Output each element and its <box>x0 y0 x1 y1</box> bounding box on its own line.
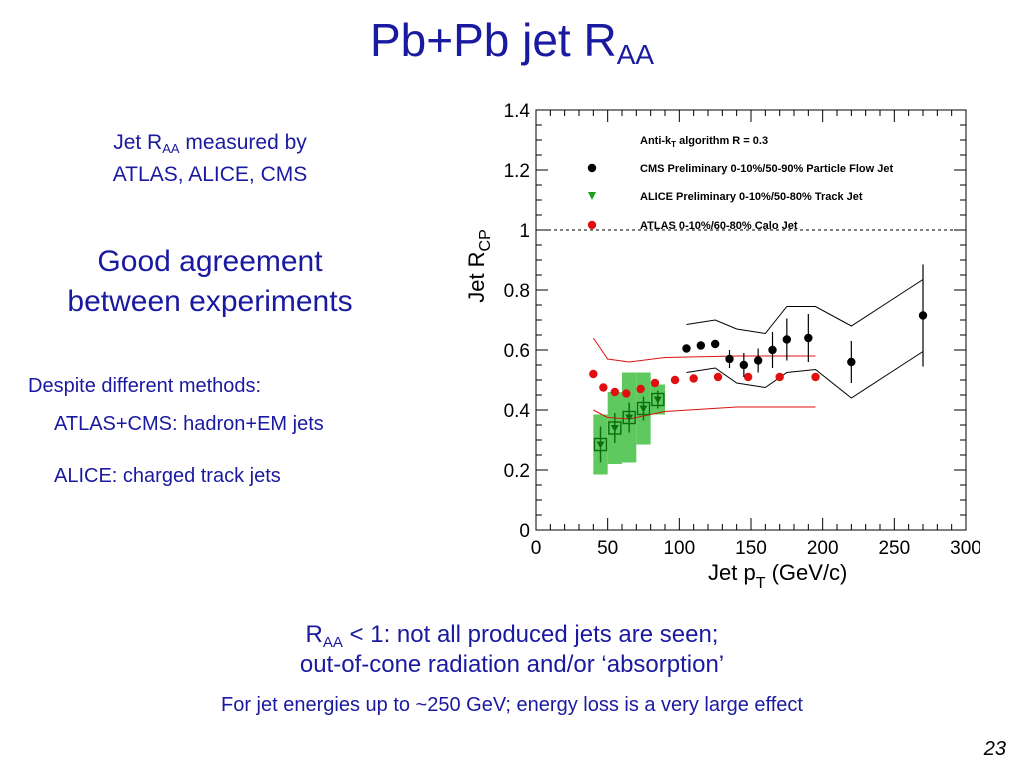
x-tick-label: 50 <box>597 538 618 559</box>
slide-title: Pb+Pb jet RAA <box>369 14 655 70</box>
legend-label-0: CMS Preliminary 0-10%/50-90% Particle Fl… <box>640 163 893 175</box>
cms-point <box>768 345 777 355</box>
y-tick-label: 0.2 <box>504 461 530 482</box>
alice-point <box>596 441 605 449</box>
atlas-point <box>599 383 608 392</box>
atlas-point <box>636 384 645 394</box>
out-of-cone-statement: out-of-cone radiation and/or ‘absorption… <box>299 651 725 678</box>
legend-label-1: ALICE Preliminary 0-10%/50-80% Track Jet <box>640 191 863 203</box>
y-axis-title-sub: CP <box>477 229 494 251</box>
cms-point <box>710 339 720 349</box>
y-tick-label: 0.4 <box>504 401 531 422</box>
cms-point <box>847 357 856 367</box>
atlas-point <box>622 389 631 398</box>
cms-band-upper <box>686 279 924 335</box>
x-tick-label: 300 <box>950 538 980 559</box>
cms-point <box>804 333 813 343</box>
y-tick-label: 1 <box>519 221 530 242</box>
legend-marker-0 <box>587 163 597 173</box>
x-tick-label: 150 <box>735 538 767 559</box>
alice-text: ALICE: charged track jets <box>54 465 281 487</box>
measured-by-text: Jet RAA measured by ATLAS, ALICE, CMS <box>112 131 308 186</box>
energy-loss-statement: For jet energies up to ~250 GeV; energy … <box>221 694 803 716</box>
legend-header-post: algorithm R = 0.3 <box>676 135 768 147</box>
atlas-point <box>743 372 753 382</box>
y-tick-label: 0.6 <box>504 341 530 362</box>
jet-rcp-chart: 0 50 100 150 200 250 300 0 0.2 0.4 0.6 0.8 1 1.2 1.4 Je… <box>464 101 980 592</box>
page-number: 23 <box>983 738 1006 760</box>
alice-point <box>653 396 662 404</box>
cms-point <box>682 344 691 353</box>
atlas-point <box>713 372 723 382</box>
agreement-text: Good agreement between experiments <box>67 245 353 318</box>
legend-marker-1 <box>588 192 596 200</box>
x-axis-title: Jet pT (GeV/c) <box>708 560 847 592</box>
x-axis-title-post: (GeV/c) <box>765 560 847 585</box>
x-axis-title-sub: T <box>756 575 766 592</box>
atlas-point <box>650 378 660 388</box>
x-tick-label: 250 <box>878 538 910 559</box>
atlas-cms-text: ATLAS+CMS: hadron+EM jets <box>54 413 324 435</box>
alice-point <box>625 414 634 422</box>
x-axis-title-main: Jet p <box>708 560 756 585</box>
atlas-point <box>610 387 620 397</box>
cms-point <box>753 356 763 365</box>
atlas-point <box>589 369 598 379</box>
legend-header-sub: T <box>671 140 676 149</box>
y-tick-label: 0 <box>519 521 530 542</box>
legend-marker-2 <box>587 220 597 230</box>
y-tick-label: 1.4 <box>504 101 531 122</box>
alice-point <box>610 425 619 432</box>
legend-header-main: Anti-k <box>640 135 672 147</box>
cms-point <box>725 354 734 364</box>
atlas-point <box>811 372 820 382</box>
x-tick-label: 0 <box>531 538 542 559</box>
x-tick-label: 200 <box>807 538 839 559</box>
atlas-point <box>689 374 698 383</box>
raa-statement: RAA < 1: not all produced jets are seen; <box>305 621 719 651</box>
y-axis-title-main: Jet R <box>464 251 489 302</box>
cms-point <box>739 360 749 370</box>
y-tick-label: 1.2 <box>504 161 530 182</box>
y-axis-title: Jet RCP <box>464 229 494 303</box>
cms-band-lower <box>686 351 924 399</box>
atlas-point <box>775 372 784 382</box>
cms-point <box>782 335 792 344</box>
alice-point <box>639 405 648 413</box>
atlas-band-lower <box>593 406 816 420</box>
legend-header: Anti-kT algorithm R = 0.3 <box>640 135 768 149</box>
x-tick-label: 100 <box>663 538 695 559</box>
atlas-point <box>670 375 680 385</box>
legend-label-2: ATLAS 0-10%/60-80% Calo Jet <box>640 220 798 232</box>
despite-text: Despite different methods: <box>28 375 262 397</box>
cms-point <box>918 311 928 320</box>
y-tick-label: 0.8 <box>504 281 530 302</box>
cms-point <box>696 341 706 350</box>
atlas-band-upper <box>592 337 816 363</box>
